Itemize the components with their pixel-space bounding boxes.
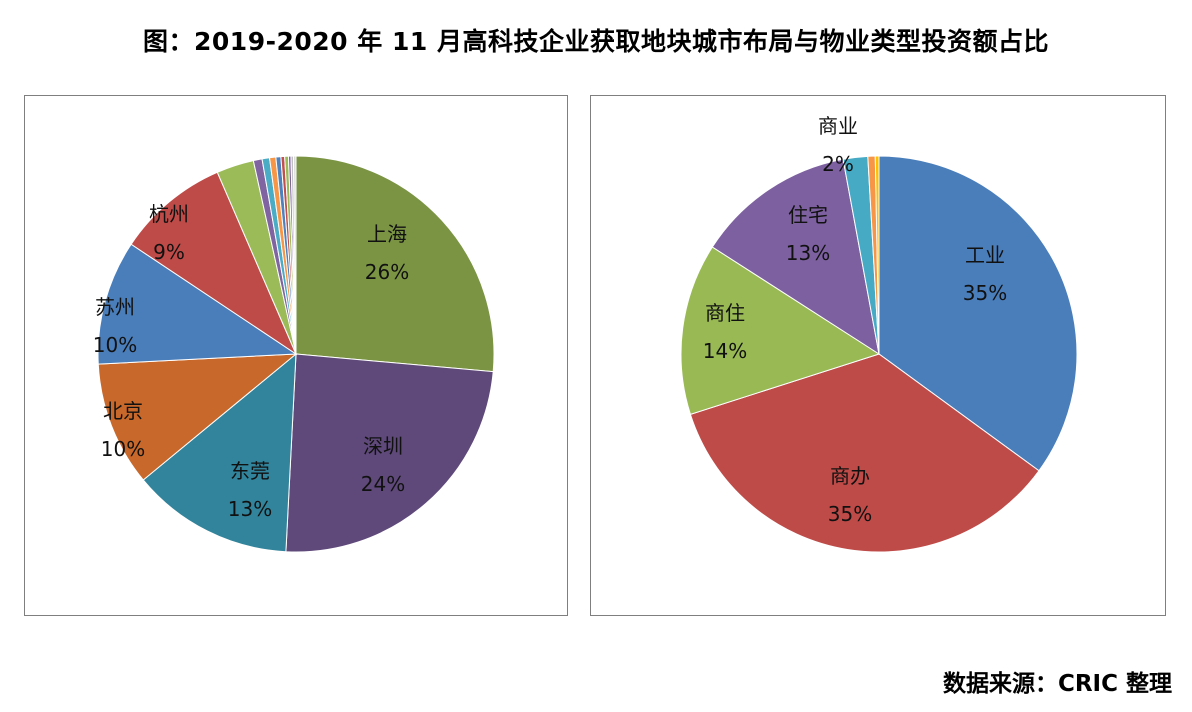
type-label-name: 商办 <box>830 464 870 488</box>
type-label-name: 商业 <box>818 114 858 138</box>
city-pie-chart-panel: 上海 26% 深圳 24% 东莞 13% 北京 10% 苏州 10% 杭州 9% <box>24 95 568 616</box>
property-type-pie-chart-panel: 工业 35% 商办 35% 商住 14% 住宅 13% 商业 2% <box>590 95 1166 616</box>
city-label-name: 杭州 <box>149 202 189 226</box>
type-slice-工业 <box>878 155 1078 472</box>
city-pie-chart: 上海 26% 深圳 24% 东莞 13% 北京 10% 苏州 10% 杭州 9% <box>93 155 495 553</box>
type-label-percent: 2% <box>822 152 854 176</box>
type-label-percent: 35% <box>828 502 872 526</box>
city-label-percent: 24% <box>361 472 405 496</box>
type-label-name: 工业 <box>965 243 1005 267</box>
type-slice-商住 <box>680 246 881 415</box>
city-label-name: 北京 <box>103 399 143 423</box>
type-label-percent: 14% <box>703 339 747 363</box>
city-slice-杭州 <box>130 171 298 356</box>
type-slice-minor-6 <box>874 155 880 355</box>
type-label-name: 商住 <box>705 301 745 325</box>
city-slice-上海 <box>295 155 495 373</box>
city-slice-minor-15 <box>292 155 297 355</box>
page-title: 图：2019-2020 年 11 月高科技企业获取地块城市布局与物业类型投资额占… <box>143 27 1049 56</box>
city-label-percent: 13% <box>228 497 272 521</box>
city-label-percent: 10% <box>101 437 145 461</box>
city-label-percent: 10% <box>93 333 137 357</box>
city-slice-苏州 <box>97 243 298 365</box>
city-slice-东莞 <box>142 352 297 553</box>
city-label-name: 上海 <box>367 222 407 246</box>
property-type-pie-chart: 工业 35% 商办 35% 商住 14% 住宅 13% 商业 2% <box>680 114 1078 553</box>
city-label-name: 东莞 <box>230 459 270 483</box>
city-label-percent: 26% <box>365 260 409 284</box>
city-slice-北京 <box>97 353 298 481</box>
data-source-note: 数据来源：CRIC 整理 <box>942 671 1172 697</box>
type-label-name: 住宅 <box>788 203 828 227</box>
type-label-percent: 13% <box>786 241 830 265</box>
type-label-percent: 35% <box>963 281 1007 305</box>
type-slice-商办 <box>689 353 1040 553</box>
type-slice-住宅 <box>711 158 880 356</box>
city-slice-深圳 <box>285 353 494 553</box>
city-label-name: 深圳 <box>363 434 403 458</box>
city-label-percent: 9% <box>153 240 185 264</box>
city-label-name: 苏州 <box>95 295 135 319</box>
